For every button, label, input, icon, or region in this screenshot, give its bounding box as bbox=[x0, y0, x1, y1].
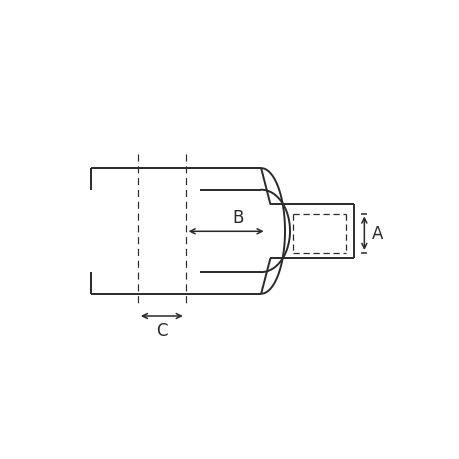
Text: B: B bbox=[231, 209, 243, 227]
Text: A: A bbox=[371, 225, 383, 243]
Text: C: C bbox=[156, 321, 167, 339]
